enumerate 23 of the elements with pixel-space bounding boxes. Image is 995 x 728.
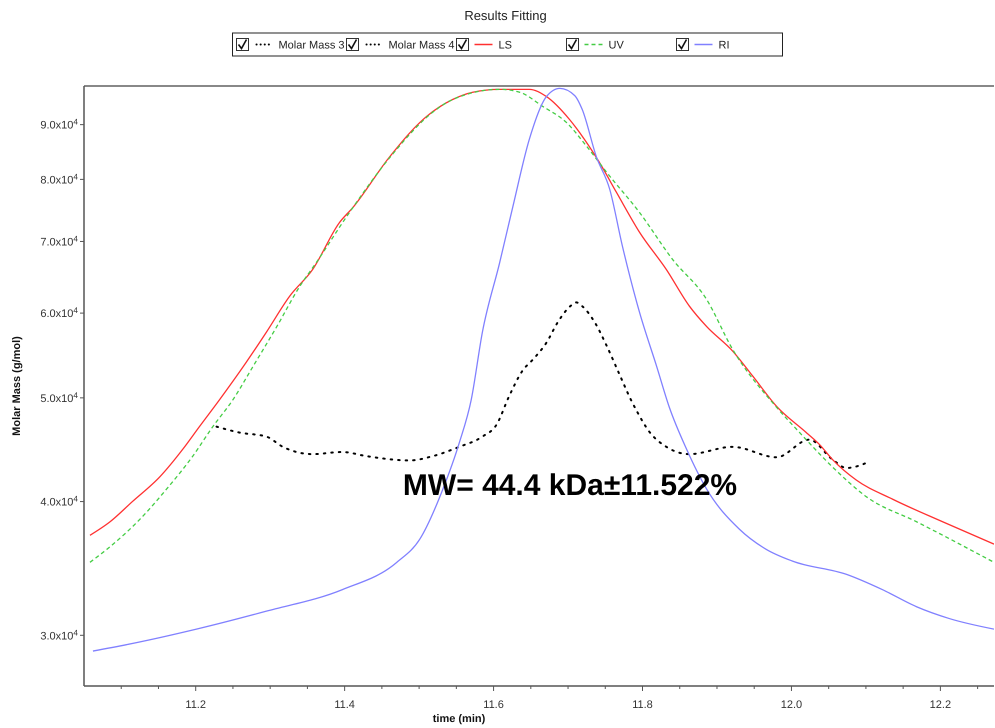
legend-label: Molar Mass 3 [278, 40, 345, 52]
chart-title: Results Fitting [464, 8, 547, 23]
annotation: MW= 44.4 kDa±11.522% [402, 469, 738, 502]
legend-label: Molar Mass 4 [388, 40, 455, 52]
legend-label: RI [718, 40, 730, 52]
x-tick-label: 11.2 [185, 699, 206, 711]
legend-label: UV [608, 40, 624, 52]
y-tick-label: 9.0x10$^{4}$ [40, 117, 78, 132]
y-tick-label: 3.0x10$^{4}$ [40, 628, 78, 642]
y-tick-label: 8.0x10$^{4}$ [40, 172, 78, 186]
y-tick-label: 6.0x10$^{4}$ [40, 306, 78, 320]
y-tick-label: 7.0x10$^{4}$ [40, 234, 78, 248]
x-tick-label: 12.0 [780, 699, 802, 711]
x-tick-label: 12.2 [930, 699, 952, 711]
x-axis-title: time (min) [432, 713, 486, 725]
x-tick-label: 11.8 [632, 699, 653, 711]
y-axis-title: Molar Mass (g/mol) [11, 336, 23, 436]
legend-label: LS [498, 40, 512, 52]
line-series [92, 88, 994, 652]
x-tick-label: 11.4 [334, 699, 355, 711]
y-tick-label: 4.0x10$^{4}$ [40, 494, 78, 509]
y-tick-label: 5.0x10$^{4}$ [40, 390, 78, 405]
x-tick-label: 11.6 [483, 699, 504, 711]
